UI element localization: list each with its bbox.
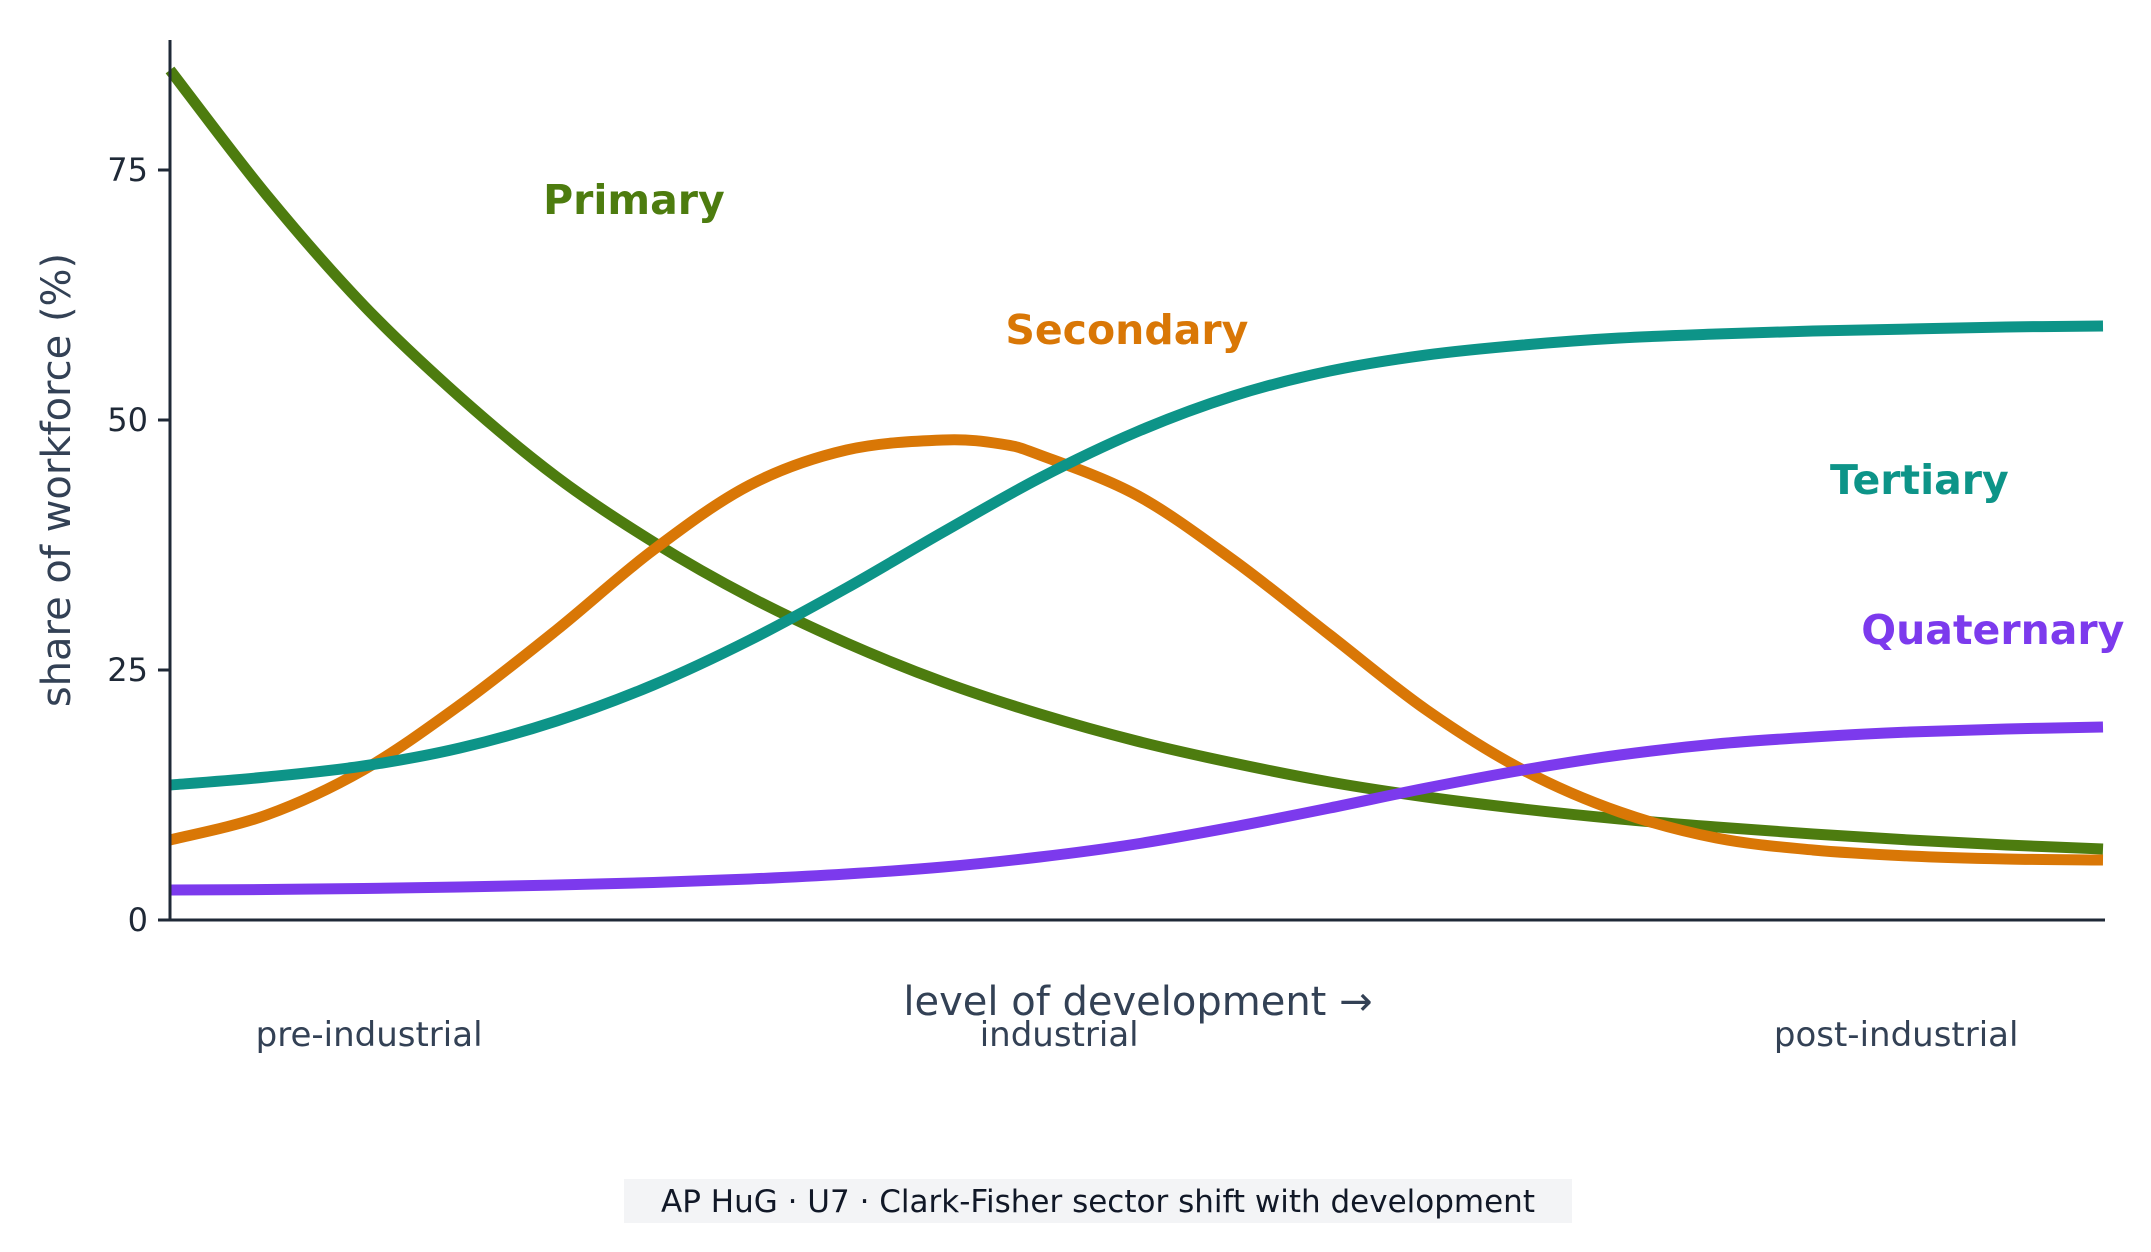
y-tick-label: 50 bbox=[107, 401, 148, 439]
x-stage-label: post-industrial bbox=[1774, 1015, 2019, 1055]
y-tick-label: 25 bbox=[107, 651, 148, 689]
x-axis-title: level of development → bbox=[903, 979, 1372, 1025]
x-stage-label: industrial bbox=[980, 1015, 1139, 1055]
series-label-quaternary: Quaternary bbox=[1861, 606, 2124, 654]
x-stage-label: pre-industrial bbox=[256, 1015, 483, 1055]
y-axis-title: share of workforce (%) bbox=[34, 253, 80, 707]
plot-lines bbox=[165, 66, 2104, 896]
x-stage-labels: pre-industrial industrial post-industrial bbox=[256, 1015, 2019, 1055]
series-line-secondary bbox=[168, 434, 2104, 866]
y-tick-label: 0 bbox=[128, 901, 148, 939]
series-line-quaternary bbox=[169, 721, 2104, 896]
series-label-secondary: Secondary bbox=[1005, 306, 1248, 354]
y-tick-label: 75 bbox=[107, 151, 148, 189]
series-line-primary bbox=[165, 66, 2104, 855]
chart-caption: AP HuG · U7 · Clark-Fisher sector shift … bbox=[661, 1184, 1535, 1220]
series-label-primary: Primary bbox=[543, 176, 725, 224]
series-line-tertiary bbox=[169, 320, 2104, 791]
series-labels: Primary Secondary Tertiary Quaternary bbox=[543, 176, 2124, 654]
caption-background bbox=[624, 1179, 1572, 1223]
y-ticks: 0 25 50 75 bbox=[107, 151, 170, 939]
series-label-tertiary: Tertiary bbox=[1830, 456, 2009, 504]
